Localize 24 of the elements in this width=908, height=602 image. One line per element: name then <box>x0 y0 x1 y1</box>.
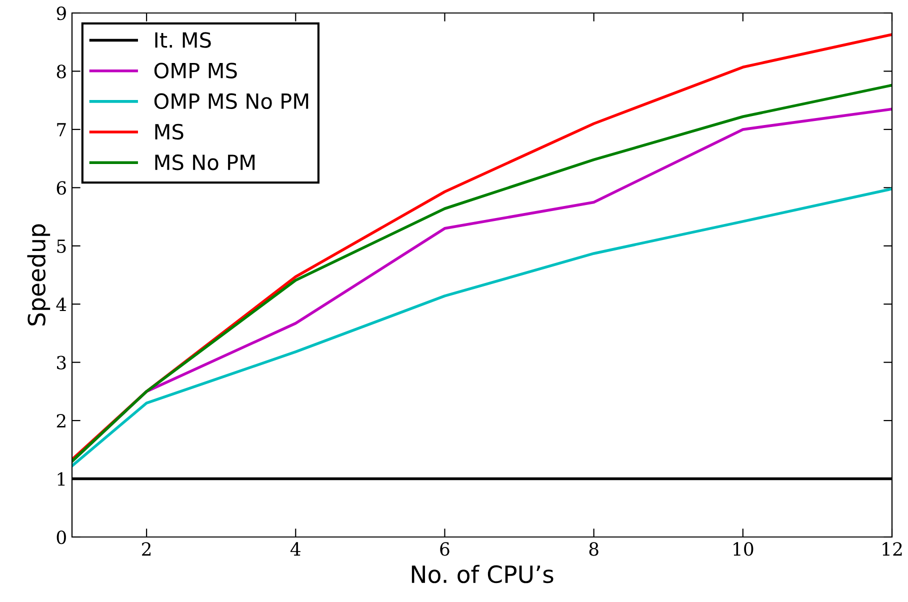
legend-label: MS No PM <box>155 154 255 170</box>
x-tick-label: 8 <box>589 542 598 556</box>
y-tick-label: 8 <box>56 64 66 78</box>
x-tick-label: 2 <box>142 542 151 556</box>
x-axis-title: No. of CPU’s <box>412 564 554 584</box>
legend-label: OMP MS No PM <box>154 93 308 110</box>
legend-label: It. MS <box>155 32 211 48</box>
x-tick-label: 6 <box>440 542 450 556</box>
y-axis-title: Speedup <box>27 224 50 326</box>
line-series <box>72 187 892 468</box>
legend-label: MS <box>155 124 184 140</box>
y-tick-label: 2 <box>56 414 66 428</box>
x-tick-label: 12 <box>882 542 902 556</box>
y-tick-label: 9 <box>56 6 66 20</box>
y-tick-label: 7 <box>57 123 66 136</box>
legend-label: OMP MS <box>154 62 237 78</box>
y-tick-label: 5 <box>57 240 66 254</box>
y-tick-label: 0 <box>56 530 66 544</box>
y-tick-label: 4 <box>56 298 66 311</box>
x-tick-label: 4 <box>290 542 300 556</box>
y-tick-label: 6 <box>56 181 66 195</box>
x-tick-label: 10 <box>734 542 754 556</box>
y-tick-label: 1 <box>58 472 65 486</box>
y-tick-label: 3 <box>57 356 66 370</box>
